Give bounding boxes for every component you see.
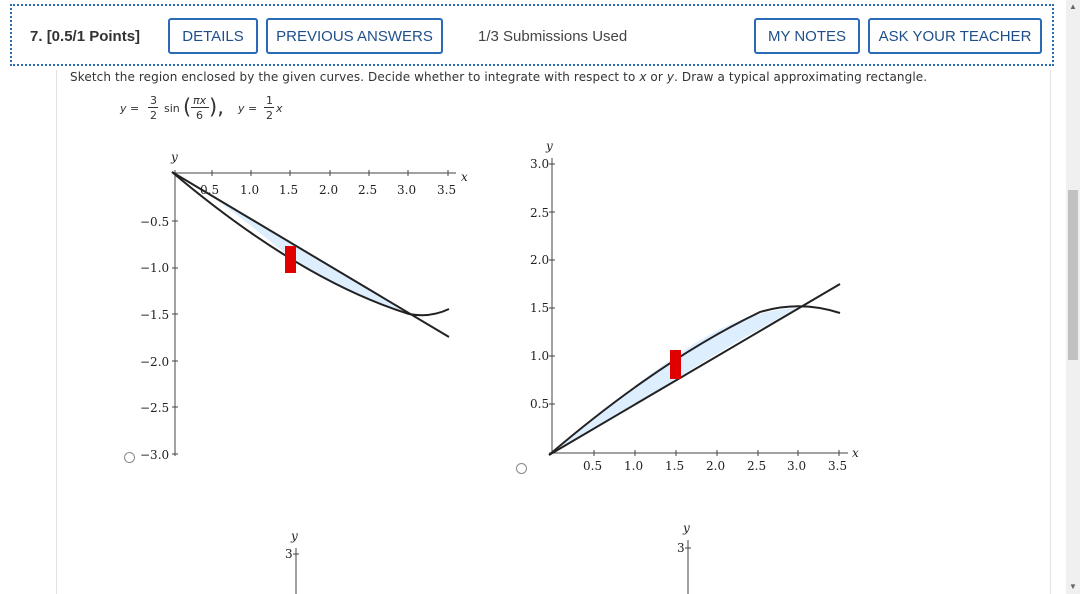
prompt-var-x: x (639, 70, 647, 84)
formula-den-6: 6 (196, 109, 203, 122)
graph-b-ytick-5: 0.5 (530, 397, 549, 411)
fraction-bar (264, 107, 274, 108)
graph-a-ytick-1: −1.0 (140, 261, 169, 275)
question-number-label: 7. (30, 28, 43, 45)
formula-den-2: 2 (150, 109, 157, 122)
graph-b-x-label: x (852, 446, 859, 460)
graph-a-line (171, 171, 450, 338)
graph-b-ytick-4: 1.0 (530, 349, 549, 363)
graph-b-xtick-0: 0.5 (583, 459, 602, 473)
formula-num-1: 1 (266, 94, 273, 107)
fraction-bar (191, 107, 209, 108)
graph-a-xtick-3: 2.0 (319, 183, 338, 197)
graph-c-ytick-0: 3 (285, 547, 293, 561)
ask-your-teacher-button[interactable]: ASK YOUR TEACHER (868, 18, 1042, 54)
question-prompt: Sketch the region enclosed by the given … (70, 70, 927, 84)
option-a-radio[interactable] (124, 452, 135, 463)
graph-b-y-label: y (545, 139, 553, 153)
graph-b-xtick-3: 2.0 (706, 459, 725, 473)
scroll-down-arrow-icon[interactable]: ▼ (1069, 582, 1077, 591)
scroll-up-arrow-icon[interactable]: ▲ (1069, 2, 1077, 11)
formula-y-equals-2: y = (238, 102, 258, 115)
question-points-label: [0.5/1 Points] (46, 28, 141, 45)
prompt-var-y: y (666, 70, 675, 84)
graph-a-sine-curve (171, 171, 450, 317)
option-b-radio[interactable] (516, 463, 527, 474)
graph-a-x-label: x (461, 170, 468, 184)
formula-num-pix: πx (193, 94, 207, 107)
formula-right-paren: ), (209, 95, 224, 119)
graph-a-xtick-0: 0.5 (200, 183, 219, 197)
formula-den-2b: 2 (266, 109, 273, 122)
previous-answers-button[interactable]: PREVIOUS ANSWERS (266, 18, 443, 54)
content-right-border (1050, 70, 1051, 594)
prompt-text-or: or (646, 70, 667, 84)
graph-a-ytick-3: −2.0 (140, 355, 169, 369)
graph-a-ytick-4: −2.5 (140, 401, 169, 415)
fraction-bar (148, 107, 158, 108)
graph-b-sine-curve (548, 305, 841, 456)
graph-d-ytick-0: 3 (677, 541, 685, 555)
formula-y-equals-1: y = (120, 102, 140, 115)
question-header: 7. [0.5/1 Points] DETAILS PREVIOUS ANSWE… (10, 4, 1054, 66)
graph-b-approx-rectangle (670, 350, 681, 379)
graph-b-xtick-2: 1.5 (665, 459, 684, 473)
graph-a-xtick-1: 1.0 (240, 183, 259, 197)
graph-b-xtick-5: 3.0 (787, 459, 806, 473)
question-number: 7. [0.5/1 Points] (30, 28, 140, 45)
scrollbar-thumb[interactable] (1068, 190, 1078, 360)
graph-a-xtick-4: 2.5 (358, 183, 377, 197)
graph-b-xtick-6: 3.5 (828, 459, 847, 473)
formula-x: x (276, 102, 283, 115)
graph-a-xtick-6: 3.5 (437, 183, 456, 197)
graph-a-xtick-2: 1.5 (279, 183, 298, 197)
curve-equations: y = 3 2 sin ( πx 6 ), y = 1 2 x (120, 92, 320, 126)
graph-a-ytick-2: −1.5 (140, 308, 169, 322)
details-button[interactable]: DETAILS (168, 18, 258, 54)
graph-a-y-label: y (170, 150, 178, 164)
prompt-text-2: . Draw a typical approximating rectangle… (674, 70, 928, 84)
graph-a-ytick-5: −3.0 (140, 448, 169, 462)
graph-b-ytick-1: 2.5 (530, 206, 549, 220)
formula-sin: sin (164, 102, 180, 115)
prompt-text-1: Sketch the region enclosed by the given … (70, 70, 640, 84)
graph-a-xtick-5: 3.0 (397, 183, 416, 197)
formula-left-paren: ( (183, 95, 192, 119)
graph-a-approx-rectangle (285, 246, 296, 273)
graph-a-ytick-0: −0.5 (140, 215, 169, 229)
graph-b-xtick-1: 1.0 (624, 459, 643, 473)
formula-num-3: 3 (150, 94, 157, 107)
my-notes-button[interactable]: MY NOTES (754, 18, 860, 54)
graph-c-y-label: y (290, 529, 298, 543)
graph-b-line (548, 283, 841, 456)
graph-b-xtick-4: 2.5 (747, 459, 766, 473)
graph-b-ytick-3: 1.5 (530, 301, 549, 315)
graph-d-y-label: y (682, 521, 690, 535)
graph-b-ytick-2: 2.0 (530, 253, 549, 267)
submissions-used: 1/3 Submissions Used (478, 28, 628, 45)
content-left-border (56, 70, 57, 594)
graph-b-ytick-0: 3.0 (530, 157, 549, 171)
